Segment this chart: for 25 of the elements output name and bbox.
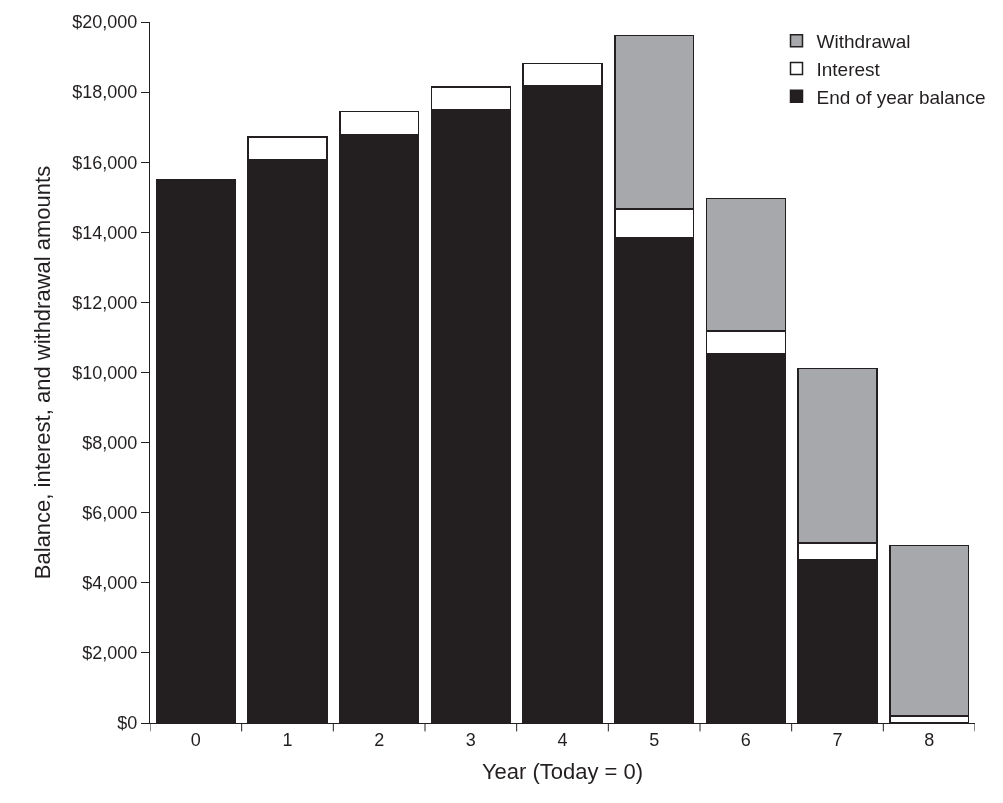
- y-tick-label: $0: [117, 713, 138, 734]
- x-tick-label: 1: [282, 729, 293, 750]
- y-tick-label: $14,000: [72, 222, 138, 243]
- x-tick-label: 4: [557, 729, 568, 750]
- y-tick-label: $4,000: [82, 573, 138, 594]
- x-tick-label: 2: [374, 729, 385, 750]
- x-tick-label: 3: [465, 729, 476, 750]
- y-tick-label: $6,000: [82, 503, 138, 523]
- x-tick-label: 5: [649, 729, 660, 750]
- y-tick-label: $20,000: [72, 12, 138, 33]
- x-tick-label: 8: [924, 729, 935, 750]
- y-tick-label: $10,000: [72, 362, 138, 383]
- x-axis-title: Year (Today = 0): [481, 759, 644, 785]
- y-tick-label: $2,000: [82, 643, 138, 664]
- y-tick-label: $8,000: [82, 432, 138, 453]
- y-tick-label: $16,000: [72, 152, 138, 173]
- x-tick-label: 0: [190, 729, 201, 750]
- y-tick-label: $18,000: [72, 82, 138, 103]
- legend-label: Withdrawal: [816, 31, 911, 53]
- legend-label: Interest: [816, 58, 881, 80]
- x-tick-label: 7: [832, 729, 843, 750]
- y-axis-title: Balance, interest, and withdrawal amounts: [30, 165, 56, 580]
- y-tick-label: $12,000: [72, 292, 138, 313]
- x-tick-label: 6: [740, 729, 751, 750]
- legend-label: End of year balance: [816, 86, 986, 108]
